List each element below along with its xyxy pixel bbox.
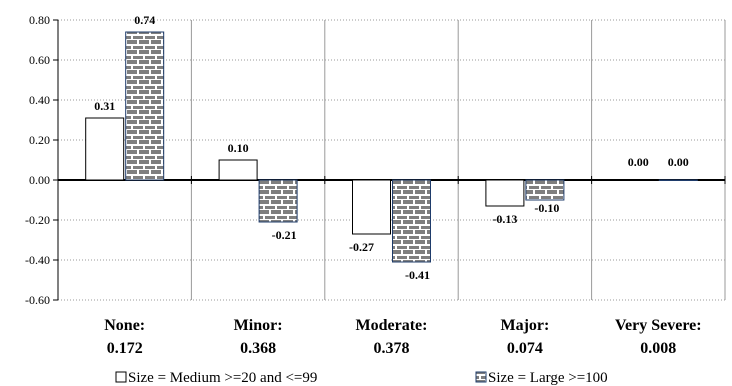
category-separators bbox=[190, 20, 726, 300]
category-value: 0.368 bbox=[240, 340, 276, 357]
bars bbox=[85, 31, 698, 263]
bar-medium-5 bbox=[618, 179, 658, 181]
data-label: -0.41 bbox=[405, 268, 430, 282]
legend-label-medium: Size = Medium >=20 and <=99 bbox=[128, 370, 317, 386]
bar-large-5 bbox=[658, 179, 698, 181]
bar-medium-1 bbox=[85, 117, 125, 181]
data-labels: 0.31 0.74 0.10 -0.21 -0.27 -0.41 -0.13 -0.10 0.0… bbox=[94, 13, 689, 282]
category-name: Moderate: bbox=[356, 317, 428, 334]
category-name: None: bbox=[104, 317, 145, 334]
y-tick-label: 0.20 bbox=[29, 133, 50, 147]
data-label: -0.13 bbox=[492, 212, 517, 226]
category-value: 0.008 bbox=[640, 340, 676, 357]
bar-medium-2 bbox=[218, 159, 258, 181]
data-label: 0.31 bbox=[94, 99, 115, 113]
y-tick-label: -0.20 bbox=[25, 213, 50, 227]
bar-large-4 bbox=[525, 179, 565, 201]
data-label: 0.00 bbox=[628, 155, 649, 169]
category-value: 0.378 bbox=[374, 340, 410, 357]
category-name: Minor: bbox=[234, 317, 283, 334]
bar-large-1 bbox=[125, 31, 165, 181]
y-axis-ticks: 0.80 0.60 0.40 0.20 0.00 -0.20 -0.40 -0.60 bbox=[25, 13, 58, 307]
data-label: 0.74 bbox=[134, 13, 155, 27]
y-tick-label: 0.60 bbox=[29, 53, 50, 67]
bar-large-3 bbox=[392, 179, 431, 263]
data-label: -0.27 bbox=[349, 240, 374, 254]
data-label: 0.00 bbox=[668, 155, 689, 169]
legend-swatch-medium bbox=[115, 371, 127, 383]
legend-label-large: Size = Large >=100 bbox=[488, 370, 608, 386]
y-tick-label: 0.00 bbox=[29, 173, 50, 187]
category-value: 0.074 bbox=[507, 340, 543, 357]
bar-medium-3 bbox=[352, 179, 391, 235]
axes bbox=[57, 20, 726, 300]
x-axis-categories: None: 0.172 Minor: 0.368 Moderate: 0.378 Major… bbox=[104, 317, 701, 357]
category-value: 0.172 bbox=[107, 340, 143, 357]
category-name: Major: bbox=[500, 317, 549, 334]
data-label: -0.21 bbox=[272, 228, 297, 242]
y-tick-label: 0.40 bbox=[29, 93, 50, 107]
y-tick-label: -0.40 bbox=[25, 253, 50, 267]
category-name: Very Severe: bbox=[615, 317, 702, 334]
data-label: 0.10 bbox=[228, 141, 249, 155]
y-tick-label: 0.80 bbox=[29, 13, 50, 27]
bar-large-2 bbox=[258, 179, 298, 223]
data-label: -0.10 bbox=[534, 201, 559, 215]
gridlines bbox=[58, 19, 725, 301]
legend: Size = Medium >=20 and <=99 Size = Large… bbox=[115, 370, 608, 386]
y-tick-label: -0.60 bbox=[25, 293, 50, 307]
bar-medium-4 bbox=[485, 179, 525, 207]
legend-swatch-large bbox=[475, 371, 487, 383]
